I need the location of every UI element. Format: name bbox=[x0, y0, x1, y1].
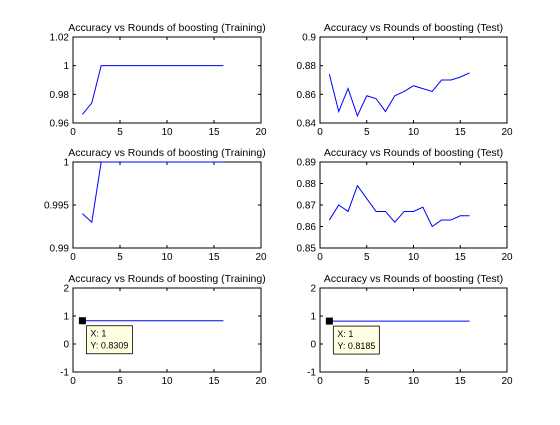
x-tick-label: 10 bbox=[408, 252, 420, 263]
series-line[interactable] bbox=[328, 184, 470, 228]
x-tick-label: 0 bbox=[70, 127, 76, 138]
y-tick-label: 2 bbox=[63, 284, 69, 295]
subplot-2: Accuracy vs Rounds of boosting (Test) 0 5 1… bbox=[297, 22, 513, 138]
x-tick-label: 5 bbox=[117, 127, 123, 138]
series-line[interactable] bbox=[82, 65, 224, 115]
y-tick-label: -1 bbox=[307, 368, 316, 379]
x-tick-label: 15 bbox=[455, 252, 467, 263]
subplot-3: Accuracy vs Rounds of boosting (Training… bbox=[44, 147, 267, 263]
x-tick-label: 15 bbox=[208, 376, 220, 387]
subplot-1: Accuracy vs Rounds of boosting (Training… bbox=[50, 22, 267, 138]
y-tick-label: 1 bbox=[63, 158, 69, 169]
y-tick-label: 0.9 bbox=[302, 33, 316, 44]
y-tick-label: 0.995 bbox=[44, 201, 69, 212]
x-tick-label: 0 bbox=[317, 252, 323, 263]
axes-box bbox=[319, 161, 508, 249]
datatip-y-label: Y: 0.8309 bbox=[90, 341, 128, 351]
datatip-box[interactable] bbox=[332, 325, 380, 355]
series-line[interactable] bbox=[82, 161, 224, 224]
y-tick-label: 0.98 bbox=[50, 90, 70, 101]
x-tick-label: 20 bbox=[501, 376, 513, 387]
y-tick-label: 1 bbox=[310, 312, 316, 323]
chart-title: Accuracy vs Rounds of boosting (Training… bbox=[68, 273, 265, 285]
y-tick-label: 0.88 bbox=[297, 179, 317, 190]
x-tick-label: 20 bbox=[501, 127, 513, 138]
x-tick-label: 5 bbox=[364, 127, 370, 138]
x-tick-label: 5 bbox=[117, 252, 123, 263]
series-line[interactable] bbox=[328, 72, 470, 118]
x-tick-label: 15 bbox=[208, 252, 220, 263]
x-tick-label: 15 bbox=[208, 127, 220, 138]
x-tick-label: 0 bbox=[317, 376, 323, 387]
axes-box bbox=[72, 36, 262, 124]
y-tick-label: 0.99 bbox=[50, 244, 70, 255]
datatip-box[interactable] bbox=[86, 325, 133, 355]
x-tick-label: 5 bbox=[117, 376, 123, 387]
x-tick-label: 20 bbox=[255, 127, 267, 138]
x-tick-label: 0 bbox=[70, 376, 76, 387]
x-tick-label: 10 bbox=[161, 127, 173, 138]
x-tick-label: 15 bbox=[455, 376, 467, 387]
x-tick-label: 20 bbox=[255, 376, 267, 387]
datatip-marker[interactable] bbox=[325, 317, 333, 325]
y-tick-label: -1 bbox=[60, 368, 69, 379]
y-tick-label: 0.86 bbox=[297, 90, 317, 101]
y-tick-label: 1.02 bbox=[50, 33, 70, 44]
x-tick-label: 15 bbox=[455, 127, 467, 138]
y-tick-label: 0 bbox=[63, 340, 69, 351]
x-tick-label: 10 bbox=[408, 127, 420, 138]
x-tick-label: 20 bbox=[501, 252, 513, 263]
y-tick-label: 0.86 bbox=[297, 222, 317, 233]
y-tick-label: 0.89 bbox=[297, 158, 317, 169]
x-tick-label: 10 bbox=[161, 376, 173, 387]
chart-title: Accuracy vs Rounds of boosting (Training… bbox=[68, 22, 265, 34]
y-tick-label: 0.87 bbox=[297, 201, 317, 212]
datatip-y-label: Y: 0.8185 bbox=[337, 341, 375, 351]
axes-box bbox=[72, 161, 262, 249]
y-tick-label: 2 bbox=[310, 284, 316, 295]
y-tick-label: 0.96 bbox=[50, 119, 70, 130]
y-tick-label: 1 bbox=[63, 312, 69, 323]
chart-title: Accuracy vs Rounds of boosting (Test) bbox=[324, 273, 503, 285]
subplot-5: Accuracy vs Rounds of boosting (Training… bbox=[60, 273, 267, 387]
y-tick-label: 0.88 bbox=[297, 61, 317, 72]
y-tick-label: 0.85 bbox=[297, 244, 317, 255]
x-tick-label: 5 bbox=[364, 376, 370, 387]
datatip-x-label: X: 1 bbox=[90, 329, 106, 339]
chart-title: Accuracy vs Rounds of boosting (Test) bbox=[324, 22, 503, 34]
x-tick-label: 5 bbox=[364, 252, 370, 263]
axes-box bbox=[319, 36, 508, 124]
chart-title: Accuracy vs Rounds of boosting (Training… bbox=[68, 147, 265, 159]
x-tick-label: 10 bbox=[161, 252, 173, 263]
subplot-6: Accuracy vs Rounds of boosting (Test) 0 5 1… bbox=[307, 273, 513, 387]
datatip-marker[interactable] bbox=[78, 317, 86, 325]
x-tick-label: 10 bbox=[408, 376, 420, 387]
datatip-x-label: X: 1 bbox=[337, 329, 353, 339]
x-tick-label: 20 bbox=[255, 252, 267, 263]
x-tick-label: 0 bbox=[317, 127, 323, 138]
y-tick-label: 0.84 bbox=[297, 119, 317, 130]
chart-title: Accuracy vs Rounds of boosting (Test) bbox=[324, 147, 503, 159]
y-tick-label: 0 bbox=[310, 340, 316, 351]
subplot-4: Accuracy vs Rounds of boosting (Test) 0 5 1… bbox=[297, 147, 513, 263]
y-tick-label: 1 bbox=[63, 61, 69, 72]
x-tick-label: 0 bbox=[70, 252, 76, 263]
